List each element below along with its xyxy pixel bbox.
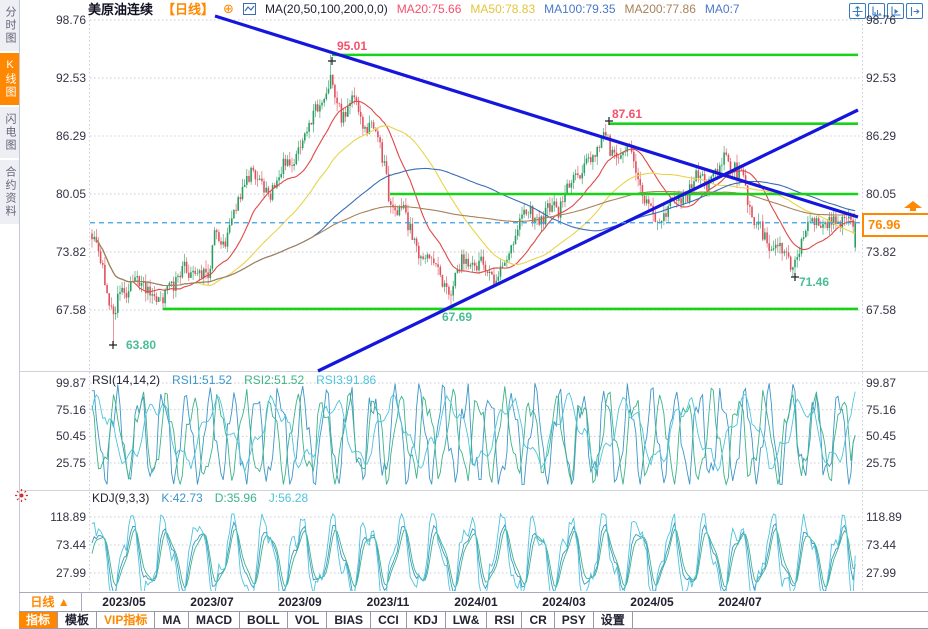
rsi-title[interactable]: RSI(14,14,2) (92, 373, 161, 387)
kdj-k-value: K:42.73 (161, 491, 203, 505)
kdj-title[interactable]: KDJ(9,3,3) (92, 491, 150, 505)
rsi-axis-right-0: 99.87 (866, 376, 897, 390)
price-up-arrow-icon (904, 201, 922, 211)
main-axis-right-1: 92.53 (866, 70, 897, 85)
chart-type-sidebar: 分时图 K线图闪电图合约资料 (0, 0, 19, 226)
crosshair-move-icon[interactable] (849, 3, 866, 19)
kdj-axis-left-2: 27.99 (55, 565, 86, 580)
current-price-box: 76.96 (862, 213, 928, 237)
annotation-peak-price: 95.01 (337, 39, 368, 53)
play-axis-icon[interactable] (887, 3, 904, 19)
annotation-mid-low-price: 67.69 (442, 310, 473, 324)
kdj-axis-right-0: 118.89 (866, 510, 902, 524)
x-axis-label-2: 2023/09 (278, 595, 322, 609)
sidebar-item-0[interactable]: 分时图 (0, 0, 19, 51)
main-axis-right-0: 98.76 (866, 13, 897, 27)
tab-BIAS[interactable]: BIAS (327, 612, 372, 628)
symbol-name: 美原油连续 (88, 2, 154, 17)
x-axis-label-4: 2024/01 (454, 595, 498, 609)
chart-toolbar (849, 3, 923, 19)
x-axis-label-1: 2023/07 (190, 595, 234, 609)
tab-RSI[interactable]: RSI (487, 612, 523, 628)
add-indicator-icon[interactable]: ⊕ (223, 1, 234, 16)
main-axis-left-4: 73.82 (55, 244, 86, 259)
sidebar-item-2[interactable]: 闪电图 (0, 107, 19, 158)
kdj-axis-right-1: 73.44 (866, 537, 897, 552)
rsi-axis-left-2: 50.45 (55, 429, 86, 444)
x-axis-label-6: 2024/05 (630, 595, 674, 609)
kdj-d-value: D:35.96 (214, 491, 257, 505)
indicator-tab-bar: 指标 模板 VIP指标 MA MACD BOLL VOL BIAS CCI KDJ LW& RSI CR… (19, 611, 928, 629)
x-axis-label-3: 2023/11 (366, 595, 410, 609)
period-selector[interactable]: 日线 ▲ (19, 593, 82, 611)
tab-VIP指标[interactable]: VIP指标 (97, 612, 156, 628)
tab-bar-filler (633, 612, 928, 628)
main-axis-right-4: 73.82 (866, 244, 897, 259)
kdj-axis-left-1: 73.44 (55, 537, 86, 552)
x-axis-label-0: 2023/05 (102, 595, 146, 609)
rsi3-value: RSI3:91.86 (316, 373, 377, 387)
kdj-axis-left-0: 118.89 (50, 510, 86, 524)
pan-right-icon[interactable] (906, 3, 923, 19)
tab-LW&[interactable]: LW& (446, 612, 488, 628)
tab-PSY[interactable]: PSY (555, 612, 594, 628)
ma0-value: MA0:7 (704, 1, 740, 16)
rsi-axis-left-3: 25.75 (55, 456, 86, 471)
kline-chart-icon (242, 2, 256, 15)
chart-header: 美原油连续 【日线】 ⊕ MA(20,50,100,200,0,0) MA20:… (88, 1, 740, 18)
main-axis-left-2: 86.29 (55, 128, 86, 143)
ma20-value: MA20:75.66 (396, 1, 462, 16)
rsi-header: RSI(14,14,2) RSI1:51.52 RSI2:51.52 RSI3:… (92, 373, 376, 387)
main-axis-left-3: 80.05 (55, 187, 86, 201)
sidebar-item-3[interactable]: 合约资料 (0, 160, 19, 224)
x-axis-row: 日线 ▲ 2023/05 2023/07 2023/09 2023/11 2024/01… (19, 592, 928, 612)
annotation-second-peak-price: 87.61 (612, 107, 643, 121)
kdj-j-value: J:56.28 (268, 491, 309, 505)
annotation-recent-low-price: 71.46 (799, 275, 830, 289)
tab-VOL[interactable]: VOL (288, 612, 328, 628)
kdj-header: KDJ(9,3,3) K:42.73 D:35.96 J:56.28 (92, 491, 308, 505)
period-tag[interactable]: 【日线】 (162, 2, 215, 17)
tab-BOLL[interactable]: BOLL (240, 612, 288, 628)
tab-CCI[interactable]: CCI (371, 612, 407, 628)
rsi-axis-right-2: 50.45 (866, 429, 897, 444)
rsi1-value: RSI1:51.52 (172, 373, 233, 387)
main-axis-right-5: 67.58 (866, 302, 897, 317)
main-axis-left-0: 98.76 (55, 13, 86, 27)
sidebar-item-1[interactable]: K线图 (0, 53, 19, 105)
rsi-axis-left-1: 75.16 (55, 402, 86, 417)
kdj-axis-right-2: 27.99 (866, 565, 897, 580)
ma-settings[interactable]: MA(20,50,100,200,0,0) (264, 1, 388, 16)
annotation-first-low-price: 63.80 (126, 338, 157, 352)
main-axis-left-1: 92.53 (55, 70, 86, 85)
tab-CR[interactable]: CR (522, 612, 555, 628)
indicator-settings-icon[interactable] (14, 488, 29, 503)
ma100-value: MA100:79.35 (544, 1, 616, 16)
tab-MACD[interactable]: MACD (189, 612, 241, 628)
main-axis-right-2: 86.29 (866, 128, 897, 143)
tab-模板[interactable]: 模板 (58, 612, 98, 628)
ma200-value: MA200:77.86 (624, 1, 696, 16)
ma50-value: MA50:78.83 (470, 1, 536, 16)
x-axis-label-7: 2024/07 (718, 595, 762, 609)
sidebar-divider (19, 0, 20, 629)
main-axis-right-3: 80.05 (866, 187, 897, 201)
main-axis-left-5: 67.58 (55, 302, 86, 317)
x-axis-label-5: 2024/03 (542, 595, 586, 609)
zoom-axis-icon[interactable] (868, 3, 885, 19)
tab-设置[interactable]: 设置 (594, 612, 633, 628)
tab-指标[interactable]: 指标 (19, 612, 59, 628)
rsi-axis-right-1: 75.16 (866, 402, 897, 417)
rsi-axis-right-3: 25.75 (866, 456, 897, 471)
rsi2-value: RSI2:51.52 (244, 373, 305, 387)
tab-KDJ[interactable]: KDJ (407, 612, 446, 628)
tab-MA[interactable]: MA (155, 612, 190, 628)
rsi-axis-left-0: 99.87 (55, 376, 86, 390)
